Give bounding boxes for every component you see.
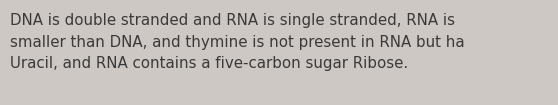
Text: DNA is double stranded and RNA is single stranded, RNA is
smaller than DNA, and : DNA is double stranded and RNA is single… bbox=[10, 13, 465, 71]
